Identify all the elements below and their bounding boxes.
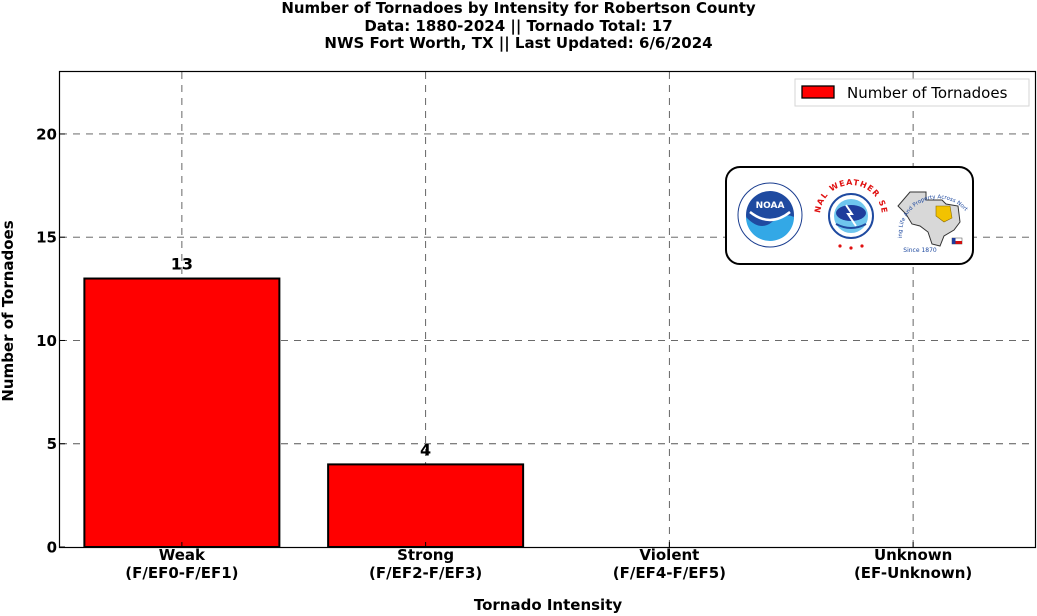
noaa-logo: NOAA	[737, 182, 803, 248]
x-tick-label-1-0: Strong	[397, 546, 454, 564]
bar-1	[327, 463, 525, 548]
title-line-2: Data: 1880-2024 || Tornado Total: 17	[364, 16, 673, 35]
legend-swatch	[801, 85, 835, 99]
y-tick-label-0: 0	[47, 539, 57, 557]
x-tick-label-1-1: (F/EF2-F/EF3)	[369, 564, 482, 582]
y-axis-label: Number of Tornadoes	[0, 220, 17, 401]
x-tick-label-0-0: Weak	[159, 546, 206, 564]
title-line-3: NWS Fort Worth, TX || Last Updated: 6/6/…	[324, 34, 713, 52]
title-line-1: Number of Tornadoes by Intensity for Rob…	[281, 0, 756, 17]
legend: Number of Tornadoes	[794, 78, 1030, 107]
data-labels: 13 4	[171, 255, 431, 460]
y-tick-label-10: 10	[36, 332, 57, 350]
x-tick-label-2-1: (F/EF4-F/EF5)	[613, 564, 726, 582]
data-label-1: 4	[420, 440, 431, 459]
chart-title: Number of Tornadoes by Intensity for Rob…	[0, 0, 1037, 53]
x-tick-label-2-0: Violent	[639, 546, 699, 564]
y-axis-ticks: 0 5 10 15 20	[36, 125, 65, 557]
x-axis-label: Tornado Intensity	[474, 596, 623, 614]
noaa-logo-text: NOAA	[756, 201, 785, 211]
x-tick-label-0-1: (F/EF0-F/EF1)	[125, 564, 238, 582]
x-tick-label-3-0: Unknown	[874, 546, 952, 564]
data-label-0: 13	[171, 255, 193, 274]
x-axis-ticks: Weak(F/EF0-F/EF1) Strong(F/EF2-F/EF3) Viol…	[125, 542, 972, 582]
bars	[83, 277, 525, 548]
y-tick-label-20: 20	[36, 125, 57, 143]
x-tick-label-3-1: (EF-Unknown)	[854, 564, 972, 582]
y-tick-label-5: 5	[47, 435, 57, 453]
y-tick-label-15: 15	[36, 229, 57, 247]
plot-frame	[58, 70, 1037, 549]
bar-0	[83, 277, 281, 548]
fwd-since-text: Since 1870	[903, 247, 937, 254]
logo-panel: NOAA NATIONAL WEATHER SERVICE	[0, 0, 974, 265]
legend-label: Number of Tornadoes	[847, 84, 1008, 102]
